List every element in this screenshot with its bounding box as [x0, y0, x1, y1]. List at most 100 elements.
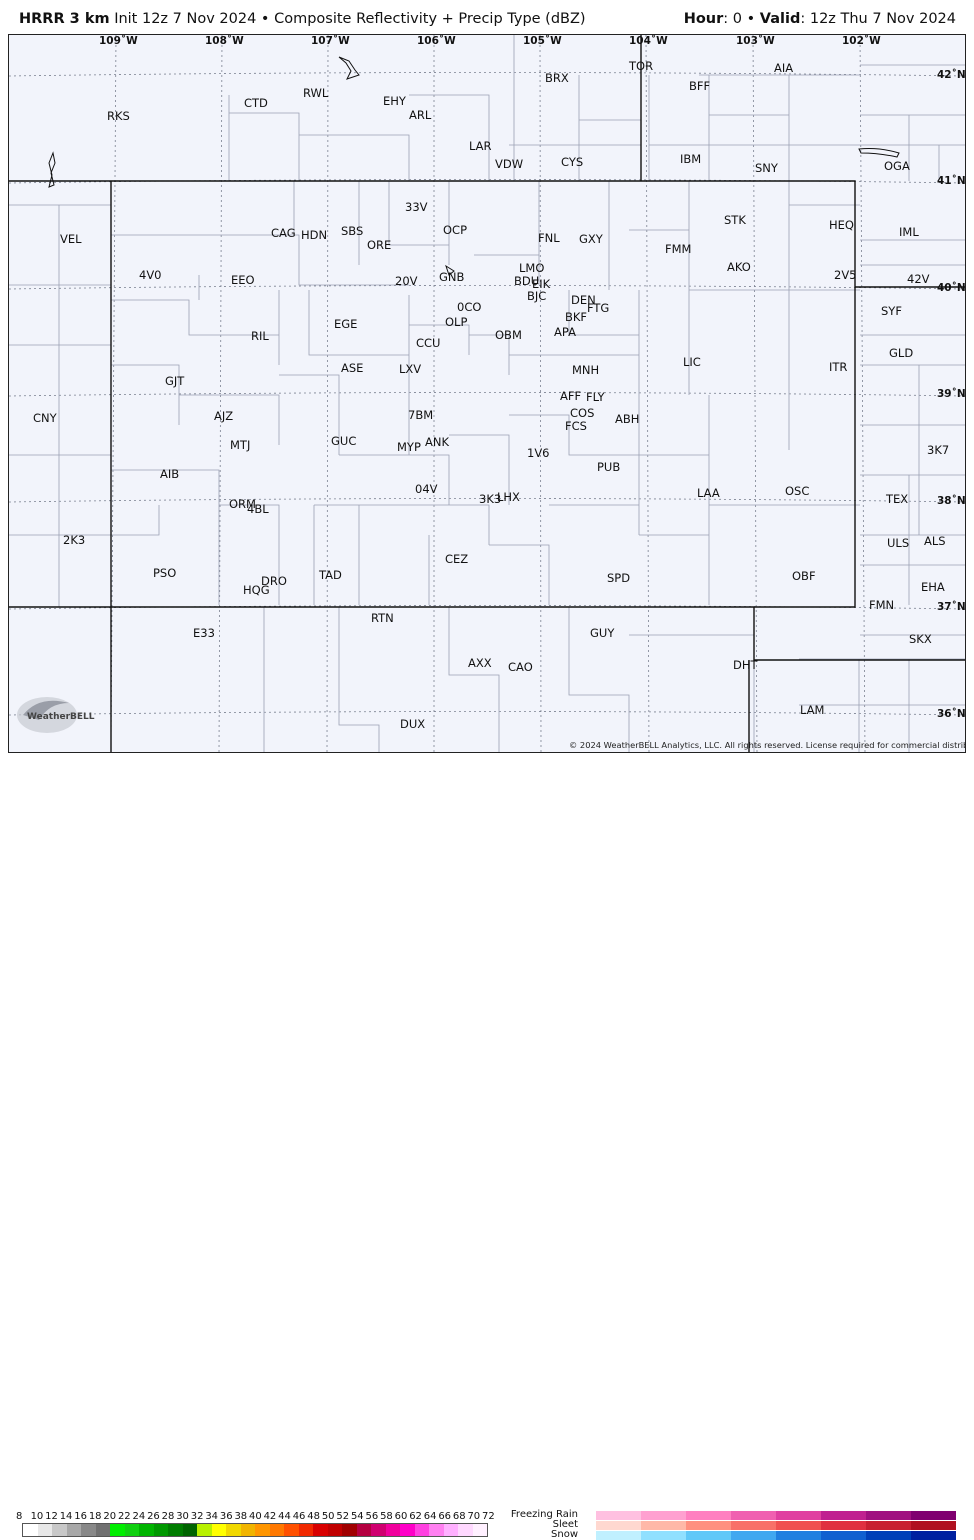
ptype-color-swatch	[731, 1531, 776, 1540]
station-label: CAO	[508, 660, 533, 674]
freezing-rain-colorbar	[596, 1511, 956, 1520]
logo-text: WeatherBELL	[27, 712, 95, 722]
station-label: MTJ	[230, 438, 250, 452]
dbz-tick-label: 60	[394, 1511, 408, 1522]
state-borders	[9, 35, 965, 752]
init-time: Init 12z 7 Nov 2024	[114, 11, 257, 27]
station-label: E33	[193, 626, 215, 640]
gridline-39n	[9, 392, 965, 397]
station-label: HEQ	[829, 218, 854, 232]
map-header: HRRR 3 km Init 12z 7 Nov 2024 • Composit…	[0, 0, 974, 34]
ptype-color-swatch	[731, 1511, 776, 1520]
dbz-color-swatch	[211, 1524, 226, 1536]
station-label: ORE	[367, 238, 391, 252]
dbz-color-swatch	[37, 1524, 52, 1536]
station-label: GUC	[331, 434, 356, 448]
lon-label: 106˚W	[417, 35, 456, 47]
station-label: 0CO	[457, 300, 481, 314]
sleet-colorbar	[596, 1521, 956, 1530]
dbz-color-swatch	[313, 1524, 328, 1536]
station-label: VDW	[495, 157, 523, 171]
dbz-color-swatch	[472, 1524, 487, 1536]
station-label: 4BL	[247, 502, 269, 516]
dbz-tick-label: 72	[482, 1511, 495, 1522]
lon-label: 107˚W	[311, 35, 350, 47]
station-label: GLD	[889, 346, 913, 360]
dbz-color-swatch	[298, 1524, 313, 1536]
ptype-color-swatch	[641, 1521, 686, 1530]
station-label: OCP	[443, 223, 467, 237]
latitude-labels: 42˚N 41˚N 40˚N 39˚N 38˚N 37˚N 36˚N	[937, 69, 965, 720]
station-label: GXY	[579, 232, 604, 246]
dbz-tick-label: 58	[380, 1511, 393, 1522]
station-label: RWL	[303, 86, 329, 100]
dbz-color-swatch	[356, 1524, 371, 1536]
ptype-color-swatch	[911, 1531, 956, 1540]
map-canvas: 109˚W 108˚W 107˚W 106˚W 105˚W 104˚W 103˚…	[9, 35, 965, 752]
gridline-42n	[9, 72, 965, 77]
station-label: RKS	[107, 109, 130, 123]
station-label: OBF	[792, 569, 816, 583]
station-label: ABH	[615, 412, 639, 426]
station-label: RIL	[251, 329, 269, 343]
station-label: ULS	[887, 536, 909, 550]
dbz-color-swatch	[110, 1524, 125, 1536]
county-lines	[9, 35, 965, 752]
ptype-color-swatch	[596, 1531, 641, 1540]
station-label: DRO	[261, 574, 287, 588]
station-label: ARL	[409, 108, 432, 122]
station-label: VEL	[60, 232, 82, 246]
station-label: AXX	[468, 656, 492, 670]
weatherbell-logo: WeatherBELL	[17, 697, 95, 733]
dbz-tick-label: 32	[190, 1511, 204, 1522]
lon-label: 105˚W	[523, 35, 562, 47]
station-label: LHX	[497, 490, 520, 504]
seminoe-reservoir	[338, 56, 360, 80]
valid-separator: •	[746, 11, 756, 27]
station-label: AFF	[560, 389, 581, 403]
station-label: MYP	[397, 440, 421, 454]
ptype-color-swatch	[641, 1531, 686, 1540]
hour-value: : 0	[723, 11, 743, 27]
station-label: GUY	[590, 626, 615, 640]
map-panel[interactable]: 109˚W 108˚W 107˚W 106˚W 105˚W 104˚W 103˚…	[8, 34, 966, 753]
dbz-color-swatch	[255, 1524, 270, 1536]
lon-label: 103˚W	[736, 35, 775, 47]
dbz-tick-label: 34	[205, 1511, 219, 1522]
dbz-color-swatch	[342, 1524, 357, 1536]
ptype-color-swatch	[821, 1521, 866, 1530]
dbz-tick-label: 20	[103, 1511, 117, 1522]
dbz-tick-label: 8	[16, 1511, 23, 1522]
oklahoma-border	[753, 607, 965, 661]
station-label: CCU	[416, 336, 440, 350]
model-name: HRRR 3 km	[19, 11, 110, 27]
station-label: 3K3	[479, 492, 501, 506]
station-label: TOR	[628, 59, 653, 73]
dbz-tick-label: 14	[59, 1511, 73, 1522]
station-label: LXV	[399, 362, 421, 376]
dbz-color-swatch	[66, 1524, 81, 1536]
dbz-tick-label: 46	[292, 1511, 306, 1522]
ptype-color-swatch	[866, 1531, 911, 1540]
station-label: 2K3	[63, 533, 85, 547]
dbz-color-swatch	[226, 1524, 241, 1536]
station-label: 3K7	[927, 443, 949, 457]
lon-label: 109˚W	[99, 35, 138, 47]
flaming-gorge-reservoir	[48, 151, 56, 188]
dbz-tick-label: 22	[117, 1511, 131, 1522]
station-label: TAD	[318, 568, 342, 582]
dbz-tick-label: 36	[219, 1511, 233, 1522]
dbz-color-swatch	[197, 1524, 212, 1536]
station-label: 42V	[907, 272, 930, 286]
station-label: SPD	[607, 571, 630, 585]
dbz-tick-label: 16	[74, 1511, 87, 1522]
station-label: CYS	[561, 155, 583, 169]
lake-granby	[445, 264, 455, 276]
dbz-color-swatch	[327, 1524, 342, 1536]
ptype-color-swatch	[776, 1531, 821, 1540]
product-name: Composite Reflectivity + Precip Type (dB…	[274, 11, 586, 27]
station-label: EGE	[334, 317, 357, 331]
station-label: 04V	[415, 482, 438, 496]
station-label: 33V	[405, 200, 428, 214]
